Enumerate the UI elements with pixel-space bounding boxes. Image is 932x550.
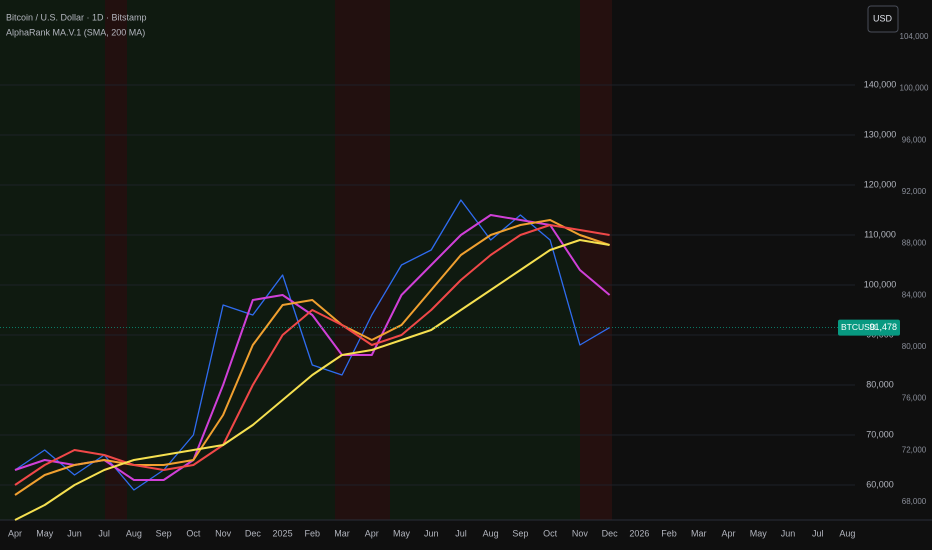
x-tick-label: Jul [812, 528, 824, 538]
x-tick-label: Oct [186, 528, 201, 538]
trend-zone [580, 0, 612, 520]
price-tag-box [838, 319, 900, 336]
y2-tick-label: 88,000 [902, 239, 927, 248]
x-tick-label: Feb [661, 528, 677, 538]
x-tick-label: Sep [156, 528, 172, 538]
x-tick-label: Dec [602, 528, 619, 538]
x-tick-label: May [393, 528, 411, 538]
y2-tick-label: 104,000 [900, 32, 929, 41]
x-tick-label: Apr [8, 528, 22, 538]
trend-zone [105, 0, 127, 520]
x-tick-label: Jun [67, 528, 82, 538]
x-tick-label: Sep [512, 528, 528, 538]
x-tick-label: Apr [722, 528, 736, 538]
x-tick-label: Nov [572, 528, 589, 538]
x-tick-label: Apr [365, 528, 379, 538]
x-tick-label: Jul [455, 528, 467, 538]
y2-tick-label: 72,000 [902, 445, 927, 454]
x-tick-label: Mar [334, 528, 350, 538]
x-tick-label: Aug [483, 528, 499, 538]
x-tick-label: 2025 [273, 528, 293, 538]
trend-zone [335, 0, 390, 520]
y2-tick-label: 92,000 [902, 187, 927, 196]
y-tick-label: 70,000 [866, 429, 894, 439]
chart-subtitle: AlphaRank MA.V.1 (SMA, 200 MA) [6, 27, 145, 37]
y-tick-label: 110,000 [864, 229, 896, 239]
y2-tick-label: 96,000 [902, 135, 927, 144]
series-line [14, 224, 610, 486]
x-tick-label: Aug [126, 528, 142, 538]
x-tick-label: Jun [781, 528, 796, 538]
y2-tick-label: 80,000 [902, 342, 927, 351]
y-tick-label: 120,000 [864, 179, 897, 189]
x-tick-label: Feb [305, 528, 321, 538]
chart-title: Bitcoin / U.S. Dollar · 1D · Bitstamp [6, 12, 147, 22]
x-tick-label: May [36, 528, 54, 538]
currency-label[interactable]: USD [873, 13, 893, 23]
x-tick-label: Jul [98, 528, 110, 538]
currency-button[interactable] [867, 5, 899, 33]
y2-tick-label: 84,000 [902, 290, 927, 299]
y2-tick-label: 76,000 [902, 394, 927, 403]
y-tick-label: 80,000 [866, 379, 894, 389]
price-tag-symbol: BTCUSD [841, 322, 876, 332]
x-tick-label: Nov [215, 528, 232, 538]
y2-tick-label: 68,000 [902, 497, 927, 506]
x-tick-label: Mar [691, 528, 707, 538]
x-tick-label: May [750, 528, 768, 538]
y-tick-label: 130,000 [864, 129, 897, 139]
x-tick-label: 2026 [629, 528, 649, 538]
y-tick-label: 100,000 [864, 279, 897, 289]
x-tick-label: Dec [245, 528, 262, 538]
x-tick-label: Oct [543, 528, 558, 538]
x-tick-label: Aug [839, 528, 855, 538]
y-tick-label: 140,000 [864, 79, 897, 89]
trend-zone [0, 0, 580, 520]
x-tick-label: Jun [424, 528, 439, 538]
y-tick-label: 60,000 [866, 479, 894, 489]
series-line [14, 219, 610, 496]
y2-tick-label: 100,000 [900, 84, 929, 93]
price-tag-value: 91,478 [869, 322, 897, 332]
series-line [14, 239, 610, 521]
